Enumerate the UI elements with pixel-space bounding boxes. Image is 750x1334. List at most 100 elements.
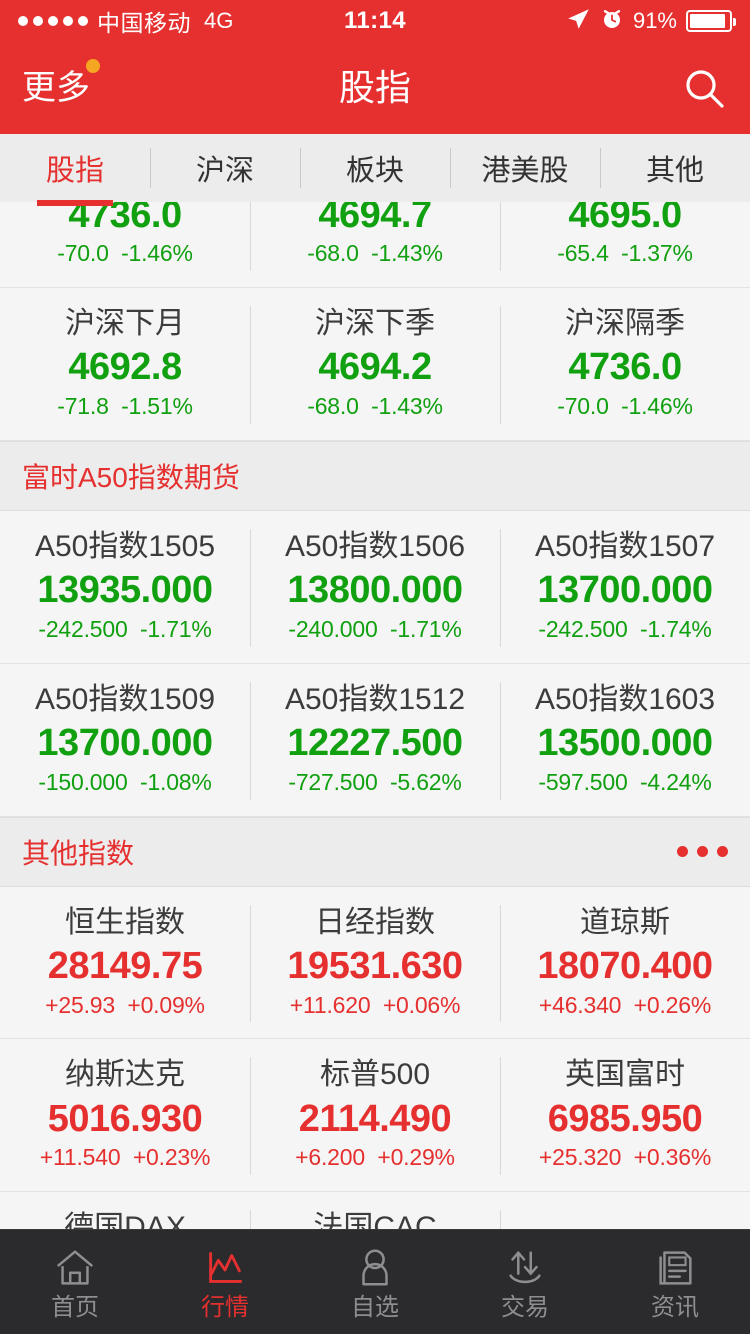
quote-change-pct: +0.06% [382,991,461,1018]
search-button[interactable] [680,64,728,112]
nav-item-4[interactable]: 资讯 [600,1230,750,1334]
quote-change-pct: -1.46% [621,392,693,419]
tab-2[interactable]: 板块 [300,134,450,202]
nav-item-label: 首页 [51,1294,99,1321]
nav-item-label: 行情 [201,1294,249,1321]
news-icon [652,1244,698,1292]
quote-row: 纳斯达克 5016.930 +11.540 +0.23% 标普500 2114.490 +… [0,1039,750,1193]
quote-cell[interactable]: A50指数1509 13700.000 -150.000 -1.08% [0,664,250,816]
quote-change: -242.500 -1.74% [500,615,750,645]
quote-change-pct: -1.71% [139,615,212,642]
quote-price: 13500.000 [537,722,713,765]
tab-3[interactable]: 港美股 [450,134,600,202]
quote-name: 日经指数 [315,905,435,939]
quote-change: -68.0 -1.43% [250,392,500,422]
nav-item-label: 资讯 [651,1294,699,1321]
quote-price: 4694.7 [318,202,432,236]
signal-dots-icon [18,16,88,26]
quote-name: A50指数1603 [534,682,716,716]
nav-item-2[interactable]: 自选 [300,1230,450,1334]
quote-change: -597.500 -4.24% [500,768,750,798]
quote-cell[interactable]: A50指数1603 13500.000 -597.500 -4.24% [500,664,750,816]
quote-row: 恒生指数 28149.75 +25.93 +0.09% 日经指数 19531.630 +1… [0,886,750,1040]
quote-cell[interactable]: A50指数1505 13935.000 -242.500 -1.71% [0,511,250,663]
quote-change-abs: -597.500 [538,768,628,795]
quote-name: 纳斯达克 [65,1058,185,1092]
quote-cell[interactable]: A50指数1506 13800.000 -240.000 -1.71% [250,511,500,663]
quote-cell[interactable]: 恒生指数 28149.75 +25.93 +0.09% [0,887,250,1039]
quote-price: 4694.2 [318,346,432,389]
quote-change-abs: -150.000 [38,768,128,795]
quote-price: 12227.500 [287,722,463,765]
quote-change-pct: -1.43% [371,392,443,419]
section-title: 富时A50指数期货 [22,461,240,493]
quote-change-abs: +11.620 [289,991,371,1018]
battery-percent-label: 91% [632,8,677,33]
quote-change: -240.000 -1.71% [250,615,500,645]
nav-item-0[interactable]: 首页 [0,1230,150,1334]
status-bar-right: 91% [565,6,736,37]
quote-name: 法国CAC [313,1211,437,1230]
quote-change-abs: +25.320 [538,1144,622,1171]
quote-name: 德国DAX [64,1211,186,1230]
more-button[interactable]: 更多 [22,59,100,105]
quote-change-pct: -1.43% [371,240,443,266]
quote-cell[interactable]: A50指数1507 13700.000 -242.500 -1.74% [500,511,750,663]
quote-price: 4736.0 [68,202,182,236]
tab-0[interactable]: 股指 [0,134,150,206]
tab-1[interactable]: 沪深 [150,134,300,202]
more-dots-icon[interactable] [677,846,728,858]
section-header-other-indices: 其他指数 [0,816,750,887]
quote-row: A50指数1505 13935.000 -242.500 -1.71% A50指数15… [0,510,750,664]
quote-cell[interactable]: 沪深下月 4692.8 -71.8 -1.51% [0,288,250,440]
quote-change-abs: -70.0 [557,392,609,419]
quote-change: -70.0 -1.46% [0,239,250,269]
quote-cell[interactable]: 道琼斯 18070.400 +46.340 +0.26% [500,887,750,1039]
person-icon [352,1244,398,1292]
quote-cell[interactable]: 沪深下季 4694.2 -68.0 -1.43% [250,288,500,440]
nav-item-1[interactable]: 行情 [150,1230,300,1334]
quote-cell[interactable]: 4736.0 -70.0 -1.46% [0,202,250,287]
quote-cell[interactable]: A50指数1512 12227.500 -727.500 -5.62% [250,664,500,816]
section-title: 其他指数 [22,837,135,869]
quote-price: 13700.000 [37,722,213,765]
tab-label: 港美股 [481,155,569,187]
quote-cell[interactable]: 纳斯达克 5016.930 +11.540 +0.23% [0,1039,250,1191]
quote-change-abs: -65.4 [557,240,609,266]
quote-cell[interactable]: 4695.0 -65.4 -1.37% [500,202,750,287]
quote-change-pct: -1.71% [389,615,462,642]
app-header: 更多 股指 [0,42,750,134]
quote-change-pct: +0.36% [633,1144,712,1171]
quote-cell[interactable]: 德国DAX11619.850+165.470 +1.44% [0,1192,250,1230]
quotes-scroll-area[interactable]: 4736.0 -70.0 -1.46% 4694.7 -68.0 -1.43% 46… [0,202,750,1230]
tab-label: 其他 [645,155,704,187]
quote-change-pct: -5.62% [389,768,462,795]
quote-change-abs: -68.0 [307,392,359,419]
quote-price: 2114.490 [298,1097,452,1140]
search-icon [680,64,728,112]
quote-change-abs: -68.0 [307,240,359,266]
quote-change: -70.0 -1.46% [500,392,750,422]
carrier-label: 中国移动 [97,10,191,36]
notification-badge-dot [86,59,100,73]
tab-label: 沪深 [195,155,254,187]
quote-change-abs: +46.340 [538,991,622,1018]
quote-change: -727.500 -5.62% [250,768,500,798]
chart-icon [202,1244,248,1292]
status-bar: 中国移动 4G 11:14 91% [0,0,750,42]
tab-4[interactable]: 其他 [600,134,750,202]
quote-cell[interactable]: 沪深隔季 4736.0 -70.0 -1.46% [500,288,750,440]
quote-row: 4736.0 -70.0 -1.46% 4694.7 -68.0 -1.43% 46… [0,202,750,288]
home-icon [52,1244,98,1292]
quote-cell[interactable]: 4694.7 -68.0 -1.43% [250,202,500,287]
quote-cell[interactable]: 法国CAC5081.970+35.480 +0.70% [250,1192,500,1230]
quote-cell[interactable]: 日经指数 19531.630 +11.620 +0.06% [250,887,500,1039]
quote-cell[interactable]: 英国富时 6985.950 +25.320 +0.36% [500,1039,750,1191]
quote-name: A50指数1509 [34,682,216,716]
quote-name: A50指数1505 [34,529,216,563]
quote-name: 道琼斯 [580,905,670,939]
quote-price: 5016.930 [47,1097,203,1140]
quote-cell[interactable]: 标普500 2114.490 +6.200 +0.29% [250,1039,500,1191]
nav-item-3[interactable]: 交易 [450,1230,600,1334]
section-header-a50-futures: 富时A50指数期货 [0,440,750,511]
